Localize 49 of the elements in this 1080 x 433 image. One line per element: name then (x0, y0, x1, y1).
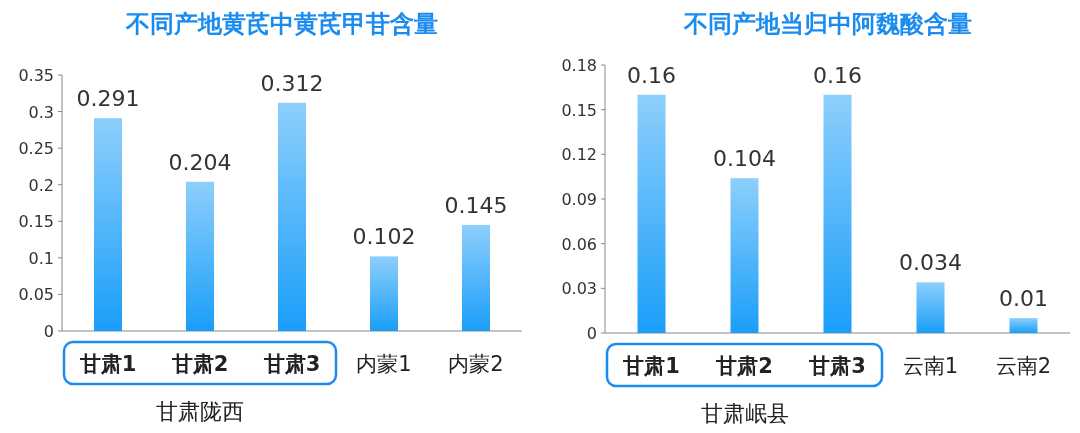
data-label: 0.312 (260, 70, 324, 96)
bar (730, 178, 759, 333)
text: 甘肃陇西 (156, 399, 244, 424)
x-tick-label: 甘肃2 (170, 352, 229, 376)
y-tick-label: 0 (586, 324, 597, 343)
y-tick-label: 0.1 (28, 248, 54, 268)
y-tick-label: 0 (43, 322, 54, 341)
data-label: 0.291 (76, 86, 140, 112)
chart-title: 不同产地当归中阿魏酸含量 (682, 10, 972, 38)
y-tick-label: 0.09 (561, 190, 597, 209)
data-label: 0.16 (813, 62, 862, 88)
data-label: 0.01 (999, 286, 1048, 312)
y-tick-label: 0.15 (18, 212, 54, 232)
y-tick-label: 0.3 (28, 102, 54, 122)
x-tick-label: 内蒙2 (448, 352, 504, 376)
data-label: 0.034 (899, 250, 962, 276)
text: 甘肃岷县 (700, 401, 789, 426)
y-tick-label: 0.35 (18, 66, 54, 85)
y-tick-label: 0.06 (561, 234, 597, 254)
y-tick-label: 0.25 (18, 139, 54, 159)
x-tick-label: 云南2 (995, 354, 1052, 378)
bar (278, 102, 306, 331)
bar (823, 94, 852, 333)
x-tick-label: 甘肃2 (715, 354, 773, 378)
data-label: 0.104 (713, 146, 776, 172)
y-tick-label: 0.15 (561, 100, 597, 120)
y-tick-label: 0.05 (18, 285, 54, 305)
bar (186, 181, 214, 331)
x-tick-label: 内蒙1 (356, 352, 412, 376)
chart-title: 不同产地黄芪中黄芪甲苷含量 (125, 10, 438, 38)
bar (370, 256, 398, 331)
x-tick-label: 甘肃3 (808, 354, 866, 378)
bar (94, 118, 122, 331)
data-label: 0.145 (444, 192, 508, 218)
x-tick-label: 云南1 (902, 354, 959, 378)
data-label: 0.102 (352, 224, 416, 250)
y-tick-label: 0.03 (561, 279, 597, 299)
y-tick-label: 0.2 (28, 175, 54, 195)
data-label: 0.16 (627, 62, 676, 88)
bar (1009, 318, 1038, 333)
y-tick-label: 0.12 (561, 145, 597, 165)
bar (462, 224, 490, 331)
x-tick-label: 甘肃1 (622, 354, 680, 378)
bar (916, 282, 945, 333)
bar (637, 94, 666, 333)
y-tick-label: 0.18 (561, 56, 597, 75)
x-tick-label: 甘肃1 (78, 352, 137, 376)
x-tick-label: 甘肃3 (262, 352, 321, 376)
data-label: 0.204 (168, 149, 232, 175)
